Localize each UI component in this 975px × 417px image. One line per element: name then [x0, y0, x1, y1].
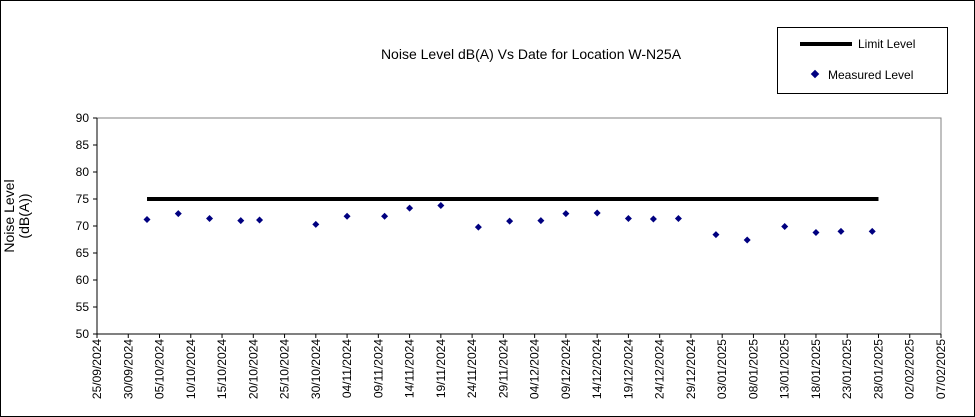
measured-level-point: [143, 216, 151, 224]
y-tick-label: 55: [76, 300, 90, 314]
measured-level-point: [537, 217, 545, 225]
measured-level-point: [474, 223, 482, 231]
x-tick-label: 28/01/2025: [871, 339, 885, 399]
measured-level-point: [237, 217, 245, 225]
measured-level-point: [206, 214, 214, 222]
measured-level-point: [256, 216, 264, 224]
legend: Limit Level Measured Level: [777, 27, 948, 94]
x-tick-label: 09/12/2024: [559, 339, 573, 399]
y-tick-label: 80: [76, 165, 90, 179]
y-tick-label: 75: [76, 192, 90, 206]
y-tick-label: 60: [76, 273, 90, 287]
measured-level-point: [781, 223, 789, 231]
measured-level-point: [837, 227, 845, 235]
x-tick-label: 04/12/2024: [528, 339, 542, 399]
measured-level-point: [868, 227, 876, 235]
measured-level-point: [624, 214, 632, 222]
x-tick-label: 30/09/2024: [121, 339, 135, 399]
y-tick-label: 50: [76, 327, 90, 341]
x-tick-label: 07/02/2025: [934, 339, 948, 399]
y-tick-label: 70: [76, 219, 90, 233]
measured-level-point: [437, 201, 445, 209]
x-tick-label: 25/10/2024: [278, 339, 292, 399]
measured-level-point: [312, 220, 320, 228]
x-tick-label: 29/12/2024: [684, 339, 698, 399]
legend-label-limit-level: Limit Level: [858, 37, 916, 51]
legend-line-swatch: [800, 42, 852, 46]
x-tick-label: 30/10/2024: [309, 339, 323, 399]
measured-level-point: [674, 214, 682, 222]
x-tick-label: 02/02/2025: [903, 339, 917, 399]
legend-item-limit-level: Limit Level: [778, 34, 947, 54]
measured-level-point: [562, 210, 570, 218]
measured-level-point: [712, 231, 720, 239]
measured-level-point: [649, 215, 657, 223]
x-tick-label: 13/01/2025: [778, 339, 792, 399]
x-tick-label: 08/01/2025: [746, 339, 760, 399]
chart-title: Noise Level dB(A) Vs Date for Location W…: [380, 46, 682, 62]
x-tick-label: 14/11/2024: [403, 339, 417, 398]
plot-area: [96, 117, 942, 335]
x-tick-label: 04/11/2024: [340, 339, 354, 398]
x-tick-label: 24/12/2024: [653, 339, 667, 399]
measured-level-point: [406, 204, 414, 212]
measured-level-point: [343, 212, 351, 220]
measured-level-point: [381, 212, 389, 220]
measured-level-point: [174, 210, 182, 218]
x-tick-label: 19/11/2024: [434, 339, 448, 398]
y-tick-label: 65: [76, 246, 90, 260]
legend-label-measured-level: Measured Level: [828, 68, 914, 82]
x-tick-label: 03/01/2025: [715, 339, 729, 399]
x-tick-label: 05/10/2024: [153, 339, 167, 399]
x-tick-label: 14/12/2024: [590, 339, 604, 399]
x-tick-label: 09/11/2024: [371, 339, 385, 398]
x-tick-label: 20/10/2024: [246, 339, 260, 399]
x-tick-label: 23/01/2025: [840, 339, 854, 399]
legend-item-measured-level: Measured Level: [778, 65, 947, 85]
measured-level-point: [593, 209, 601, 217]
x-tick-label: 10/10/2024: [184, 339, 198, 399]
y-tick-label: 90: [76, 111, 90, 125]
measured-level-point: [506, 217, 514, 225]
x-tick-label: 18/01/2025: [809, 339, 823, 399]
x-tick-label: 24/11/2024: [465, 339, 479, 398]
x-tick-label: 29/11/2024: [496, 339, 510, 398]
measured-level-point: [743, 236, 751, 244]
x-tick-label: 25/09/2024: [90, 339, 104, 399]
x-tick-label: 15/10/2024: [215, 339, 229, 399]
y-tick-label: 85: [76, 138, 90, 152]
measured-level-point: [812, 228, 820, 236]
x-tick-label: 19/12/2024: [621, 339, 635, 399]
